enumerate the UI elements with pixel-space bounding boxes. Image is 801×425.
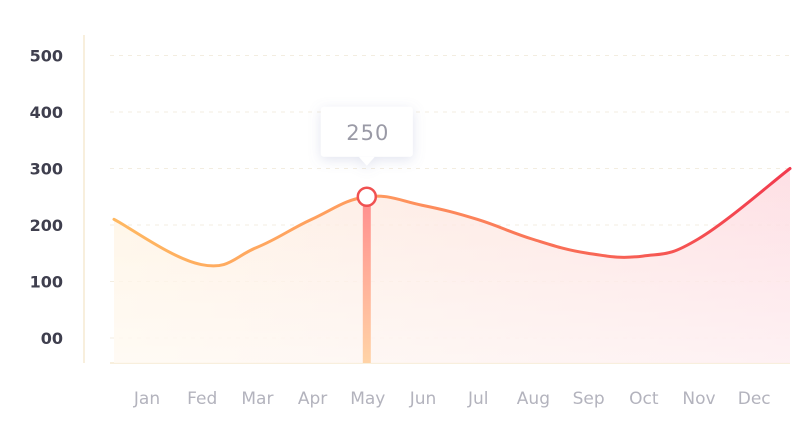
- y-tick-label-00: 00: [41, 329, 63, 348]
- x-tick-label-may: May: [350, 389, 385, 409]
- tooltip-box: [320, 106, 413, 157]
- highlight-layer: 250: [320, 106, 413, 363]
- y-tick-label-100: 100: [30, 273, 63, 292]
- x-tick-label-apr: Apr: [298, 389, 327, 409]
- x-tick-label-aug: Aug: [517, 389, 550, 409]
- tooltip-pointer: [358, 156, 375, 166]
- series-line: [112, 167, 792, 268]
- x-tick-label-oct: Oct: [629, 389, 659, 409]
- y-tick-label-300: 300: [30, 160, 63, 179]
- y-tick-label-400: 400: [30, 103, 63, 122]
- x-tick-label-dec: Dec: [738, 389, 771, 409]
- highlight-bar: [362, 196, 371, 363]
- x-tick-label-sep: Sep: [573, 389, 605, 409]
- x-tick-labels: Jan Fed Mar Apr May Jun Jul Aug Sep Oct Nov Dec: [133, 389, 771, 409]
- tooltip-value: 250: [346, 121, 389, 145]
- y-tick-label-500: 500: [30, 47, 63, 66]
- tooltip: [320, 106, 413, 166]
- x-tick-label-nov: Nov: [682, 389, 715, 409]
- x-tick-label-mar: Mar: [241, 389, 273, 409]
- data-point-jan: [144, 217, 148, 221]
- x-tick-label-fed: Fed: [187, 389, 217, 409]
- y-tick-label-200: 200: [30, 216, 63, 235]
- x-tick-label-jul: Jul: [467, 389, 489, 409]
- y-tick-labels: 00 100 200 300 400 500: [30, 47, 63, 349]
- series-area-fade: [114, 168, 790, 363]
- series-area-layer: [112, 167, 792, 363]
- x-tick-label-jun: Jun: [409, 389, 437, 409]
- x-tick-label-jan: Jan: [133, 389, 160, 409]
- data-point-dec: [751, 178, 755, 182]
- highlight-marker: [356, 186, 378, 207]
